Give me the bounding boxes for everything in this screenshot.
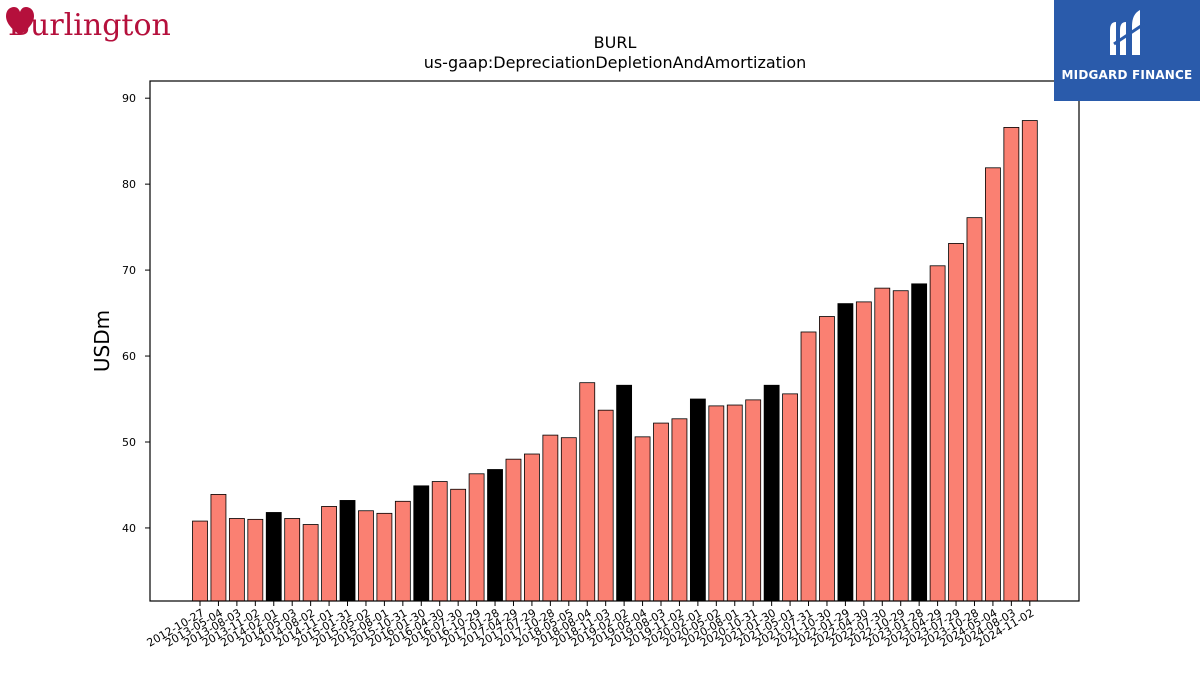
heart-icon <box>6 7 34 35</box>
y-axis: 40 50 60 70 80 90 <box>122 92 150 535</box>
bar-2017-04-29 <box>505 458 522 602</box>
bar-2016-04-30 <box>431 481 448 602</box>
midgard-mark-icon <box>1110 10 1145 55</box>
burlington-logo-text: Burlington <box>8 8 171 43</box>
bar-2016-07-30 <box>450 488 467 602</box>
bar-2017-07-29 <box>524 453 540 602</box>
bar-2024-05-04 <box>985 167 1001 602</box>
bar-2022-07-30 <box>874 287 891 602</box>
bar-2014-11-01 <box>321 506 337 602</box>
bar-2020-10-31 <box>745 399 762 602</box>
bar-2021-01-30 <box>763 384 780 602</box>
bar-2019-02-02 <box>616 384 633 602</box>
bar-2024-08-03 <box>1003 127 1020 602</box>
burlington-logo: Burlington <box>6 7 171 43</box>
bar-2022-10-29 <box>892 290 909 602</box>
bar-2018-05-05 <box>560 437 577 602</box>
y-tick-label: 60 <box>122 350 136 363</box>
bar-2015-05-02 <box>358 510 374 602</box>
bar-2021-05-01 <box>782 393 798 602</box>
bar-2023-01-28 <box>911 283 928 602</box>
bar-2018-08-04 <box>579 382 596 602</box>
bar-2021-07-31 <box>800 331 817 602</box>
bar-2013-11-02 <box>247 518 264 602</box>
bar-2012-10-27 <box>192 520 208 602</box>
bar-2014-08-02 <box>302 524 319 602</box>
y-tick-label: 40 <box>122 522 136 535</box>
bar-2015-01-31 <box>339 500 356 602</box>
bar-2023-04-29 <box>929 265 946 602</box>
y-tick-label: 70 <box>122 264 136 277</box>
plot-frame <box>149 80 1080 602</box>
bar-2014-02-01 <box>265 512 282 602</box>
bar-2017-01-28 <box>487 469 503 602</box>
bar-2021-10-30 <box>819 316 835 602</box>
y-tick-label: 90 <box>122 92 136 105</box>
y-axis-label: USDm <box>90 310 114 372</box>
bar-2019-05-04 <box>634 436 651 602</box>
bar-2020-08-01 <box>726 404 743 602</box>
chart-title: BURL <box>594 33 637 52</box>
chart-subtitle: us-gaap:DepreciationDepletionAndAmortiza… <box>424 53 807 72</box>
bar-2016-10-29 <box>468 473 485 602</box>
bar-2019-08-03 <box>653 422 669 602</box>
bar-2016-01-30 <box>413 485 430 602</box>
bar-2014-05-03 <box>284 518 301 602</box>
y-tick-label: 50 <box>122 436 136 449</box>
bar-2023-10-28 <box>966 217 983 602</box>
bar-2022-04-30 <box>855 301 872 602</box>
bar-2024-11-02 <box>1021 120 1038 602</box>
midgard-logo-text: MIDGARD FINANCE <box>1061 68 1193 82</box>
bar-2015-08-01 <box>376 512 393 602</box>
bar-2013-08-03 <box>228 518 245 602</box>
bar-2019-11-02 <box>671 418 688 602</box>
bar-2013-05-04 <box>210 494 227 602</box>
bar-2015-10-31 <box>394 500 411 602</box>
x-axis: 2012-10-272013-05-042013-08-032013-11-02… <box>145 601 1036 650</box>
midgard-finance-logo: MIDGARD FINANCE <box>1054 0 1200 101</box>
bar-2020-05-02 <box>708 405 725 602</box>
bar-2022-01-29 <box>837 303 854 602</box>
bar-2017-10-28 <box>542 434 559 602</box>
bar-2020-02-01 <box>689 398 706 602</box>
bars-group <box>192 120 1038 602</box>
y-tick-label: 80 <box>122 178 136 191</box>
bar-2018-11-03 <box>597 409 614 602</box>
bar-2023-07-29 <box>948 243 964 602</box>
